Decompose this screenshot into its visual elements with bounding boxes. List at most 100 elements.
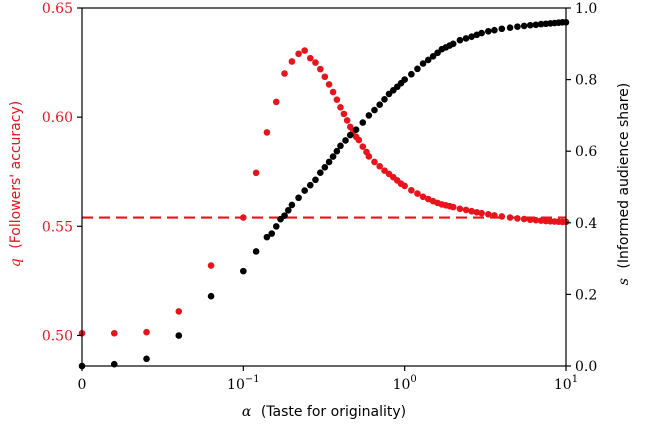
q-data-point [419, 193, 427, 201]
q-data-point [175, 308, 183, 315]
q-data-point [371, 158, 378, 166]
s-data-point [285, 206, 292, 214]
q-data-point [337, 104, 344, 111]
left-y-axis-symbol: q [8, 258, 24, 267]
q-data-point [329, 88, 337, 96]
right-y-axis-label: s (Informed audience share) [616, 83, 632, 285]
s-data-point [526, 21, 534, 29]
q-data-point [414, 190, 421, 197]
s-data-point [498, 25, 506, 33]
left-y-tick-label: 0.65 [42, 1, 73, 17]
x-axis-ticks: 0 10−1 100 101 [78, 366, 578, 393]
q-series-points [78, 47, 570, 337]
s-data-point [263, 233, 271, 241]
q-data-point [306, 54, 314, 62]
s-data-point [329, 153, 337, 160]
s-data-point [352, 126, 360, 134]
s-data-point [468, 33, 475, 40]
q-data-point [295, 50, 302, 58]
s-data-point [312, 176, 319, 184]
q-data-point [514, 215, 521, 222]
right-y-tick-label: 0.0 [575, 359, 597, 375]
s-data-point [424, 56, 432, 64]
s-data-point [342, 137, 349, 144]
q-data-point [537, 217, 545, 224]
left-y-axis-text: (Followers' accuracy) [8, 101, 24, 249]
x-tick-base: 10 [227, 377, 245, 393]
q-data-point [207, 262, 215, 269]
q-data-point [526, 216, 534, 224]
s-data-point [268, 230, 276, 237]
right-y-tick-label: 0.2 [575, 287, 597, 303]
s-data-point [175, 332, 183, 339]
x-tick-base: 10 [554, 377, 572, 393]
q-data-point [468, 207, 475, 215]
x-axis-text: (Taste for originality) [261, 404, 406, 420]
s-data-point [359, 119, 367, 126]
q-data-point [288, 58, 296, 65]
s-data-point [272, 223, 280, 230]
s-data-point [381, 95, 388, 103]
q-data-point [491, 212, 498, 219]
q-data-point [317, 65, 324, 73]
q-data-point [301, 47, 308, 54]
s-data-point [143, 355, 150, 363]
q-data-point [340, 110, 348, 118]
s-data-point [419, 60, 427, 67]
left-y-tick-label: 0.55 [42, 219, 73, 235]
q-data-point [401, 182, 408, 190]
q-data-point [365, 153, 373, 160]
s-data-point [462, 35, 470, 42]
s-data-point [520, 22, 528, 30]
s-data-point [514, 23, 521, 30]
q-data-point [272, 98, 280, 106]
left-y-axis-label: q (Followers' accuracy) [8, 101, 24, 267]
s-data-point [485, 27, 492, 35]
left-y-axis-ticks: 0.50 0.55 0.60 0.65 [42, 1, 82, 344]
q-data-point [408, 186, 415, 194]
q-data-point [498, 213, 506, 220]
right-y-tick-label: 0.8 [575, 73, 597, 89]
right-y-axis-text: (Informed audience share) [616, 83, 632, 269]
q-data-point [321, 73, 329, 81]
s-data-point [295, 194, 302, 202]
s-data-point [537, 20, 545, 28]
q-data-point [343, 117, 351, 124]
left-y-tick-label: 0.50 [42, 328, 73, 344]
s-data-point [240, 267, 247, 275]
s-data-point [408, 70, 415, 78]
x-tick-label: 0 [78, 377, 87, 393]
s-data-point [376, 101, 383, 108]
s-data-point [281, 212, 288, 219]
s-data-point [333, 147, 341, 155]
x-tick-base: 0 [78, 377, 87, 393]
s-data-point [429, 53, 437, 60]
s-data-point [301, 187, 308, 194]
s-data-point [207, 292, 215, 300]
s-data-point [491, 26, 498, 34]
q-data-point [355, 136, 363, 144]
s-series-points [78, 19, 570, 370]
x-axis-symbol: α [242, 404, 252, 420]
q-data-point [312, 59, 319, 66]
right-y-tick-label: 0.6 [575, 144, 597, 160]
q-data-point [110, 329, 118, 337]
s-data-point [288, 201, 296, 209]
axes-frame [81, 7, 567, 367]
q-data-point [449, 203, 457, 211]
plot-area [78, 7, 570, 370]
q-data-point [532, 216, 540, 224]
q-data-point [478, 209, 485, 217]
q-data-point [240, 214, 247, 221]
s-data-point [401, 76, 408, 83]
q-data-point [462, 206, 470, 214]
x-tick-label: 100 [393, 374, 417, 393]
s-data-point [456, 36, 464, 44]
s-data-point [478, 29, 485, 37]
s-data-point [325, 158, 333, 166]
s-data-point [532, 21, 540, 29]
s-data-point [449, 40, 457, 48]
x-tick-exponent: 0 [410, 374, 416, 385]
s-data-point [252, 248, 260, 255]
